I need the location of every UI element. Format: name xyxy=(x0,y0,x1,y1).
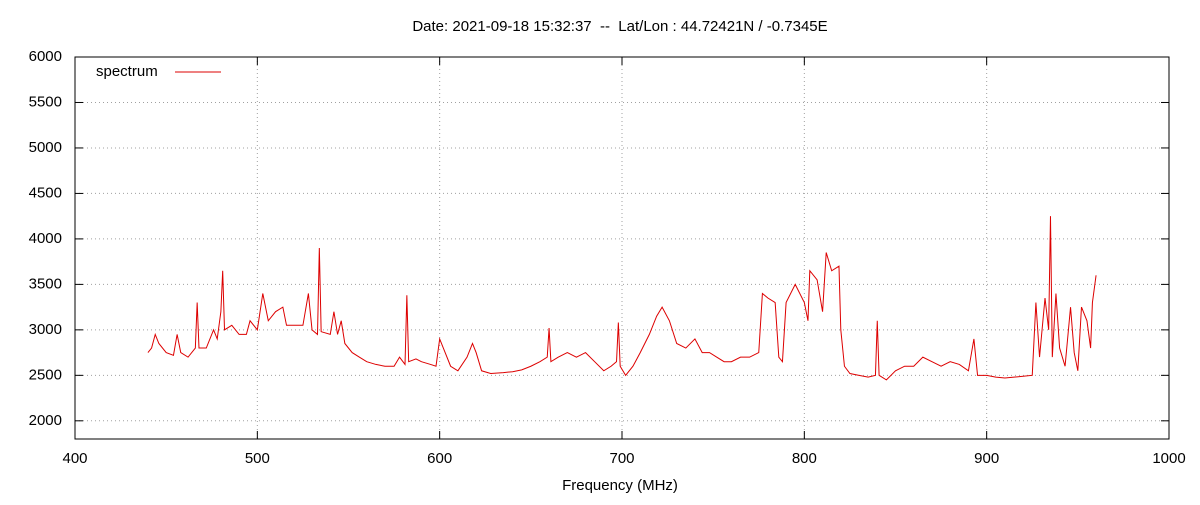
spectrum-line xyxy=(147,216,1097,381)
y-tick-label: 4500 xyxy=(29,184,62,201)
plot-border xyxy=(74,56,1170,440)
y-tick-label: 5500 xyxy=(29,93,62,110)
x-tick-label: 500 xyxy=(245,450,270,467)
y-tick-label: 5000 xyxy=(29,139,62,156)
x-tick-label: 1000 xyxy=(1152,450,1185,467)
x-tick-label: 400 xyxy=(62,450,87,467)
y-tick-label: 6000 xyxy=(29,48,62,65)
y-tick-label: 3000 xyxy=(29,321,62,338)
x-tick-label: 900 xyxy=(974,450,999,467)
chart-title: Date: 2021-09-18 15:32:37 -- Lat/Lon : 4… xyxy=(412,18,827,35)
x-tick-label: 600 xyxy=(427,450,452,467)
y-tick-label: 2000 xyxy=(29,412,62,429)
y-tick-label: 4000 xyxy=(29,230,62,247)
x-axis-label: Frequency (MHz) xyxy=(562,477,678,494)
x-tick-label: 800 xyxy=(792,450,817,467)
x-tick-label: 700 xyxy=(609,450,634,467)
y-tick-label: 3500 xyxy=(29,275,62,292)
legend-label: spectrum xyxy=(96,63,158,80)
y-tick-label: 2500 xyxy=(29,366,62,383)
